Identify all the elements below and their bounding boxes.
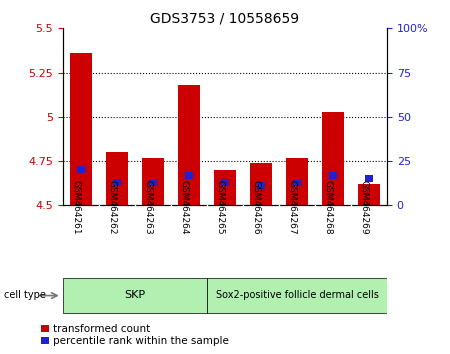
Text: GSM464262: GSM464262 <box>108 180 117 235</box>
Bar <box>322 112 344 205</box>
Bar <box>286 158 308 205</box>
Bar <box>329 172 337 179</box>
Legend: transformed count, percentile rank within the sample: transformed count, percentile rank withi… <box>41 324 229 347</box>
Bar <box>358 184 380 205</box>
Bar <box>77 166 85 173</box>
Text: GSM464265: GSM464265 <box>216 180 225 235</box>
Text: GSM464261: GSM464261 <box>72 180 81 235</box>
Text: Sox2-positive follicle dermal cells: Sox2-positive follicle dermal cells <box>216 290 378 300</box>
Text: GSM464263: GSM464263 <box>144 180 153 235</box>
Text: GSM464266: GSM464266 <box>252 180 261 235</box>
Title: GDS3753 / 10558659: GDS3753 / 10558659 <box>150 12 300 26</box>
Bar <box>106 152 128 205</box>
Bar <box>207 278 387 313</box>
Bar <box>149 179 157 186</box>
Bar <box>214 170 236 205</box>
Text: SKP: SKP <box>125 290 145 300</box>
Text: GSM464268: GSM464268 <box>324 180 333 235</box>
Bar <box>70 53 92 205</box>
Bar <box>221 179 229 186</box>
Text: GSM464267: GSM464267 <box>288 180 297 235</box>
Bar <box>365 175 373 182</box>
Bar <box>250 163 272 205</box>
Text: GSM464264: GSM464264 <box>180 180 189 235</box>
Bar <box>257 182 265 189</box>
Bar <box>113 179 121 186</box>
Bar <box>185 172 193 179</box>
Text: cell type: cell type <box>4 290 46 300</box>
Bar <box>63 278 207 313</box>
Bar <box>178 85 200 205</box>
Text: GSM464269: GSM464269 <box>360 180 369 235</box>
Bar <box>142 158 164 205</box>
Bar <box>293 179 301 186</box>
